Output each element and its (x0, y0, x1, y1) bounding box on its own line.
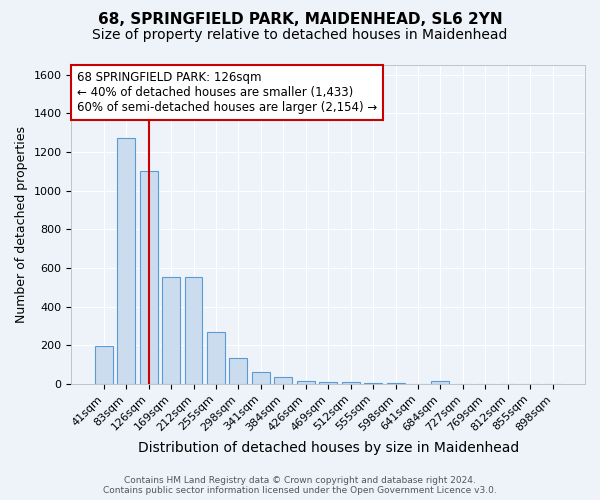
Y-axis label: Number of detached properties: Number of detached properties (15, 126, 28, 323)
Text: Contains HM Land Registry data © Crown copyright and database right 2024.
Contai: Contains HM Land Registry data © Crown c… (103, 476, 497, 495)
Bar (274, 377, 292, 384)
Bar (229, 358, 247, 384)
Bar (364, 383, 382, 384)
Bar (162, 277, 180, 384)
Bar (297, 380, 315, 384)
Bar (117, 138, 135, 384)
Bar (431, 381, 449, 384)
Bar (185, 277, 202, 384)
Text: 68 SPRINGFIELD PARK: 126sqm
← 40% of detached houses are smaller (1,433)
60% of : 68 SPRINGFIELD PARK: 126sqm ← 40% of det… (77, 72, 377, 114)
Bar (252, 372, 270, 384)
Bar (207, 332, 225, 384)
Bar (95, 346, 113, 384)
Text: Size of property relative to detached houses in Maidenhead: Size of property relative to detached ho… (92, 28, 508, 42)
Text: 68, SPRINGFIELD PARK, MAIDENHEAD, SL6 2YN: 68, SPRINGFIELD PARK, MAIDENHEAD, SL6 2Y… (98, 12, 502, 28)
Bar (319, 382, 337, 384)
X-axis label: Distribution of detached houses by size in Maidenhead: Distribution of detached houses by size … (137, 441, 519, 455)
Bar (341, 382, 359, 384)
Bar (140, 172, 158, 384)
